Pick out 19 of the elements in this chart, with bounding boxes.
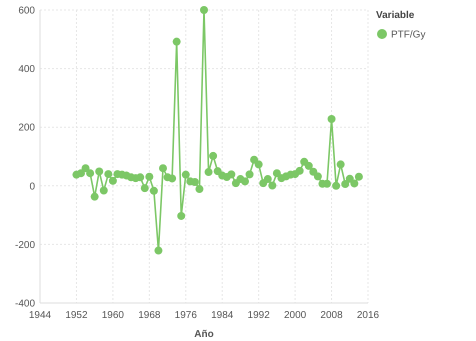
y-tick-label: -200 xyxy=(14,240,36,251)
x-axis-title: Año xyxy=(194,329,214,340)
x-tick-label: 1952 xyxy=(65,310,88,321)
x-tick-label: 1968 xyxy=(138,310,161,321)
x-tick-label: 2016 xyxy=(356,310,380,321)
x-tick-label: 2008 xyxy=(320,310,344,321)
y-tick-label: -400 xyxy=(14,298,36,310)
x-tick-label: 1992 xyxy=(248,310,270,321)
x-tick-label: 2000 xyxy=(284,310,307,321)
y-tick-label: 400 xyxy=(18,64,36,76)
x-tick-label: 1984 xyxy=(211,310,234,321)
x-tick-label: 1960 xyxy=(102,310,124,321)
legend-title: Variable xyxy=(376,10,415,21)
legend-label: PTF/Gy xyxy=(391,30,426,40)
x-tick-label: 1976 xyxy=(174,310,198,321)
y-tick-label: 600 xyxy=(18,6,36,16)
y-tick-label: 0 xyxy=(29,181,36,192)
y-tick-label: 200 xyxy=(18,122,36,134)
x-tick-label: 1944 xyxy=(28,310,52,321)
